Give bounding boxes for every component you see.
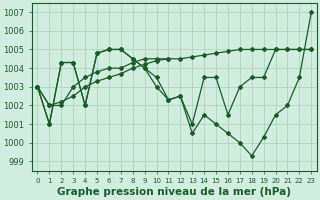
X-axis label: Graphe pression niveau de la mer (hPa): Graphe pression niveau de la mer (hPa) xyxy=(57,187,292,197)
